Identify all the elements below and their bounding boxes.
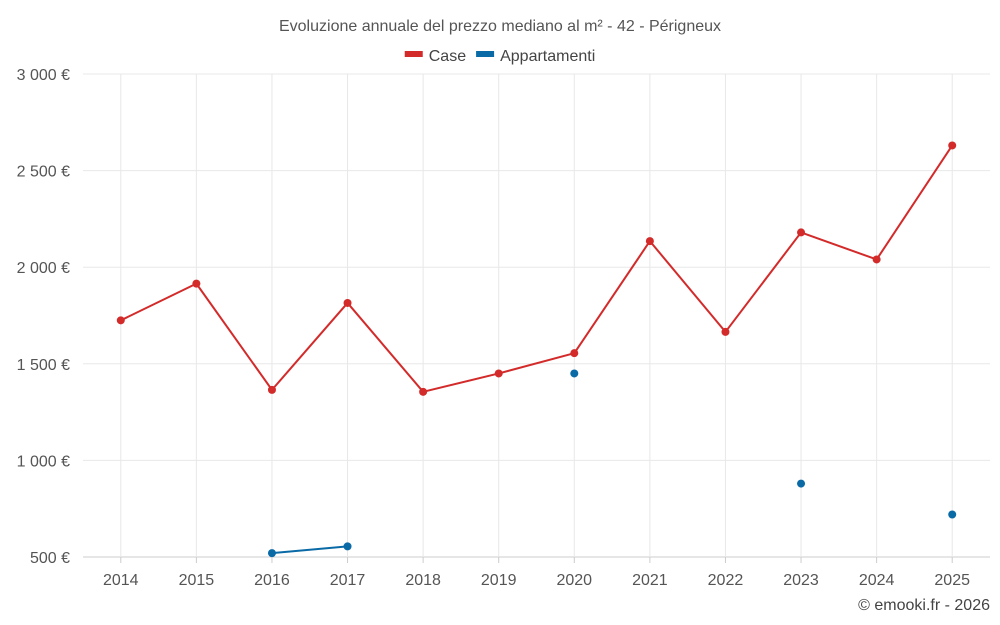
legend-item-1[interactable]: Appartamenti [476,48,595,65]
x-tick-label: 2021 [632,572,668,589]
y-tick-label: 3 000 € [17,67,70,84]
y-tick-label: 1 000 € [17,453,70,470]
x-tick-label: 2017 [330,572,366,589]
data-point[interactable] [419,387,428,396]
data-point[interactable] [267,549,276,558]
x-tick-label: 2023 [783,572,819,589]
series-line-segment [120,282,197,322]
y-tick-label: 1 500 € [17,357,70,374]
x-tick-label: 2015 [179,572,215,589]
x-tick-label: 2014 [103,572,139,589]
legend-swatch [404,51,423,57]
x-tick-label: 2018 [405,572,441,589]
x-tick-label: 2024 [859,572,895,589]
data-point[interactable] [343,298,352,307]
data-point[interactable] [267,385,276,394]
data-point[interactable] [721,327,730,336]
y-tick-label: 500 € [30,550,70,567]
x-tick-label: 2025 [934,572,970,589]
data-point[interactable] [948,141,957,150]
data-point[interactable] [570,369,579,378]
data-point[interactable] [645,237,654,246]
y-tick-label: 2 500 € [17,164,70,181]
y-axis-ticks: 500 € 1 000 € 1 500 € 2 000 € 2 500 € 3 000 € [17,67,70,567]
data-point[interactable] [116,316,125,325]
data-point[interactable] [797,228,806,237]
x-tick-label: 2016 [254,572,290,589]
data-point[interactable] [872,255,881,264]
legend-label: Case [429,48,466,65]
series-1 [267,369,957,558]
series-line-segment [800,231,877,261]
series-line-segment [271,545,348,555]
data-point[interactable] [797,479,806,488]
legend-item-0[interactable]: Case [404,48,466,65]
y-tick-label: 2 000 € [17,260,70,277]
series-0 [116,141,957,396]
legend-swatch [476,51,495,57]
data-point[interactable] [192,279,201,288]
grid [83,73,990,563]
data-point[interactable] [343,542,352,551]
series-line-segment [498,352,575,375]
legend: Case Appartamenti [404,48,595,65]
x-tick-label: 2020 [556,572,592,589]
credit-text: © emooki.fr - 2026 [858,597,990,614]
series-line-segment [724,231,802,333]
data-point[interactable] [570,349,579,358]
data-point[interactable] [494,369,503,378]
x-tick-label: 2019 [481,572,517,589]
data-point[interactable] [948,510,957,519]
series-line-segment [346,302,424,393]
x-tick-label: 2022 [708,572,744,589]
chart-title: Evoluzione annuale del prezzo mediano al… [279,18,721,35]
series-layer [116,141,957,558]
series-line-segment [573,240,651,354]
series-line-segment [271,302,349,391]
x-axis-ticks: 2014 2015 2016 2017 2018 2019 2020 2021 2022 2023… [103,572,970,589]
legend-label: Appartamenti [500,48,595,65]
series-line-segment [422,372,499,393]
series-line-segment [875,144,954,261]
series-line-segment [195,283,273,391]
series-line-segment [649,240,727,333]
